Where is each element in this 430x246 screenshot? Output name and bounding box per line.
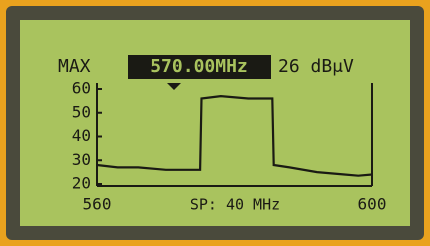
y-tick-label: 60 — [72, 79, 91, 98]
mode-label: MAX — [58, 56, 91, 77]
y-tick-label: 50 — [72, 102, 91, 121]
x-tick-label: 600 — [358, 195, 387, 214]
screen: MAX 570.00MHz 26 dBμV SP: 40 MHz 20 30 40 5… — [0, 0, 430, 246]
y-tick-label: 30 — [72, 150, 91, 169]
x-tick-label: 560 — [83, 195, 112, 214]
span-label: SP: 40 MHz — [190, 196, 280, 214]
page: MAX 570.00MHz 26 dBμV SP: 40 MHz 20 30 40 5… — [0, 0, 430, 246]
level-reading: 26 dBμV — [278, 56, 354, 77]
center-frequency: 570.00MHz — [150, 56, 248, 77]
y-tick-label: 20 — [72, 174, 91, 193]
y-tick-label: 40 — [72, 126, 91, 145]
